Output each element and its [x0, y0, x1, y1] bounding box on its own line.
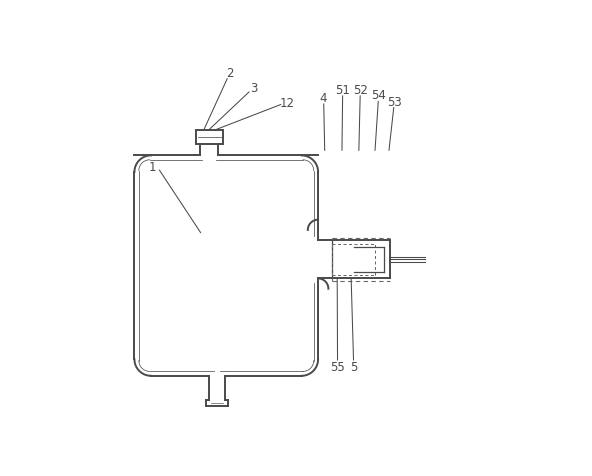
- Text: 12: 12: [279, 97, 294, 109]
- Text: 53: 53: [387, 95, 402, 109]
- Text: 2: 2: [226, 67, 234, 80]
- Text: 54: 54: [371, 89, 386, 102]
- Bar: [196, 130, 223, 145]
- Text: 4: 4: [320, 92, 327, 105]
- Text: 55: 55: [330, 360, 345, 373]
- Text: 5: 5: [350, 360, 358, 373]
- Text: 51: 51: [335, 84, 350, 97]
- Text: 1: 1: [149, 160, 156, 174]
- Text: 3: 3: [250, 82, 258, 95]
- Text: 52: 52: [353, 84, 368, 97]
